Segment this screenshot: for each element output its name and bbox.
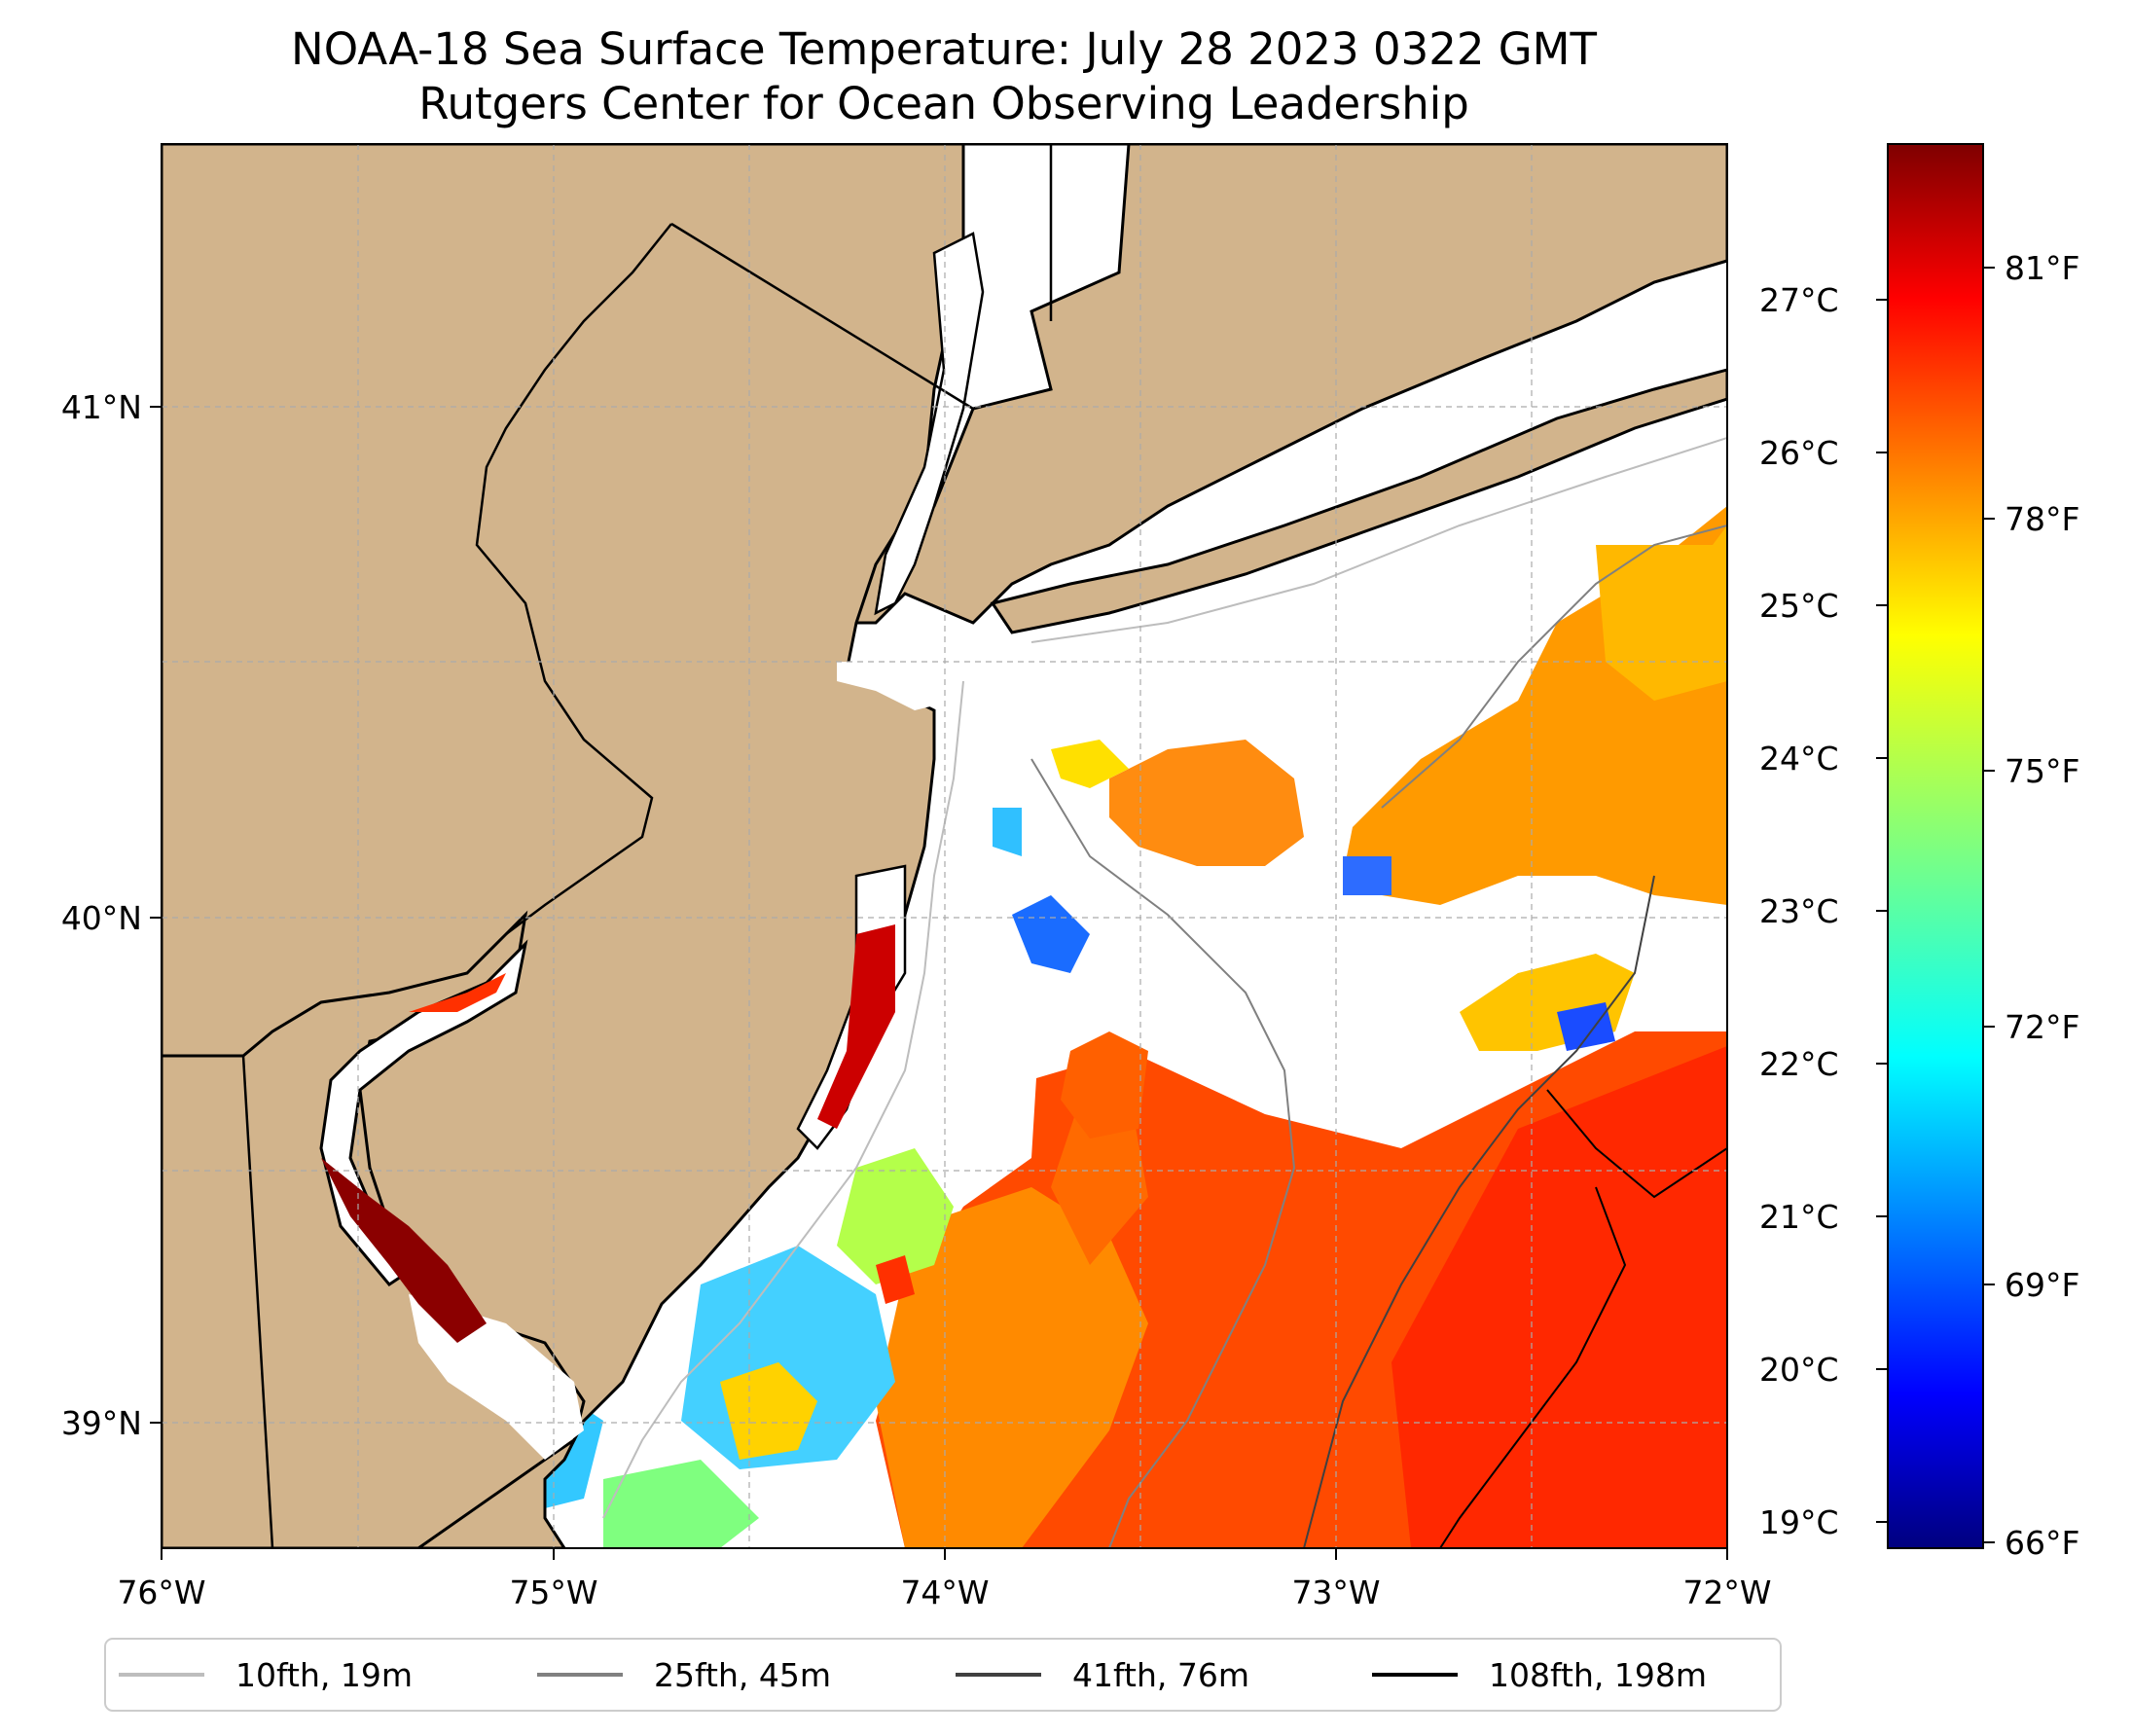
map-title: NOAA-18 Sea Surface Temperature: July 28… (291, 23, 1597, 75)
map-area (162, 144, 1727, 1548)
fahrenheit-label: 72°F (2005, 1008, 2079, 1046)
fahrenheit-label: 75°F (2005, 752, 2079, 790)
graticule (162, 144, 1727, 1548)
celsius-label: 26°C (1759, 434, 1839, 472)
legend-label-41fth: 41fth, 76m (1072, 1656, 1249, 1694)
state-borders (162, 144, 1053, 1548)
lat-label-39n: 39°N (61, 1404, 142, 1442)
celsius-label: 23°C (1759, 892, 1839, 930)
bays (319, 232, 985, 1460)
celsius-label: 19°C (1759, 1503, 1839, 1541)
latitude-labels: 41°N 40°N 39°N (61, 388, 142, 1442)
map-subtitle: Rutgers Center for Ocean Observing Leade… (418, 78, 1469, 129)
axis-ticks (150, 406, 1728, 1560)
fahrenheit-labels: 81°F 78°F 75°F 72°F 69°F 66°F (2005, 249, 2079, 1562)
fahrenheit-label: 69°F (2005, 1266, 2079, 1304)
celsius-label: 27°C (1759, 281, 1839, 319)
celsius-label: 21°C (1759, 1198, 1839, 1236)
celsius-ticks (1876, 299, 1888, 1523)
fahrenheit-label: 78°F (2005, 500, 2079, 538)
lon-label-73w: 73°W (1291, 1573, 1380, 1611)
lon-label-72w: 72°W (1682, 1573, 1771, 1611)
lon-label-76w: 76°W (117, 1573, 205, 1611)
legend-label-25fth: 25fth, 45m (654, 1656, 831, 1694)
celsius-label: 25°C (1759, 587, 1839, 625)
fahrenheit-ticks (1983, 267, 1995, 1543)
longitude-labels: 76°W 75°W 74°W 73°W 72°W (117, 1573, 1771, 1611)
fahrenheit-label: 66°F (2005, 1524, 2079, 1562)
legend-label-108fth: 108fth, 198m (1489, 1656, 1707, 1694)
legend: 10fth, 19m 25fth, 45m 41fth, 76m 108fth,… (104, 1638, 1782, 1712)
lon-label-74w: 74°W (900, 1573, 989, 1611)
colorbar (1887, 143, 1984, 1549)
celsius-label: 24°C (1759, 740, 1839, 778)
bathymetry-contours (602, 437, 1727, 1548)
celsius-labels: 27°C 26°C 25°C 24°C 23°C 22°C 21°C 20°C … (1759, 281, 1839, 1541)
lat-label-40n: 40°N (61, 899, 142, 937)
lat-label-41n: 41°N (61, 388, 142, 426)
legend-label-10fth: 10fth, 19m (235, 1656, 413, 1694)
fahrenheit-label: 81°F (2005, 249, 2079, 287)
lon-label-75w: 75°W (509, 1573, 597, 1611)
celsius-label: 20°C (1759, 1351, 1839, 1389)
celsius-label: 22°C (1759, 1045, 1839, 1083)
